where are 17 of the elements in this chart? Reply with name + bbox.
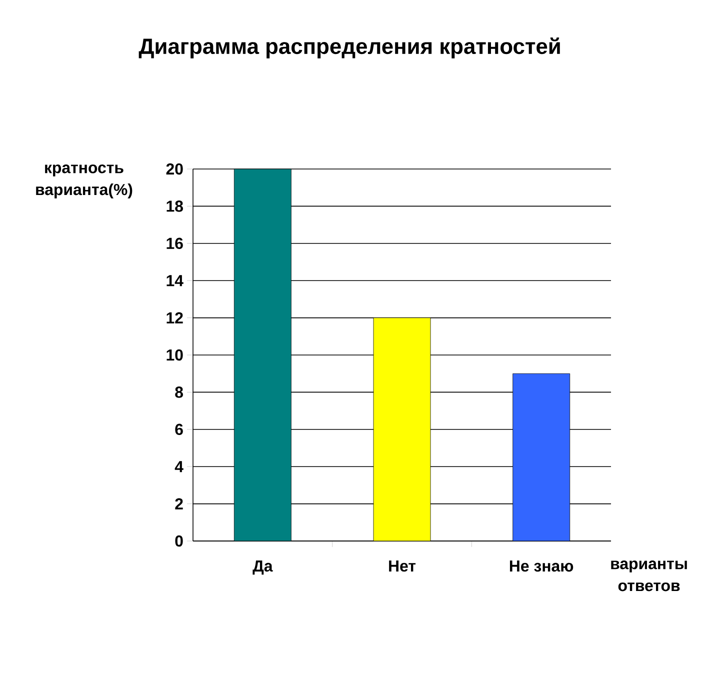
x-tick-label: Не знаю (510, 560, 574, 572)
y-tick-label: 18 (166, 200, 183, 212)
y-tick-label: 12 (166, 312, 183, 324)
y-tick-label: 16 (166, 238, 183, 250)
x-tick-label: Нет (389, 560, 416, 572)
y-tick-label: 10 (166, 349, 183, 361)
y-tick-label: 8 (175, 386, 183, 398)
y-tick-label: 14 (166, 275, 184, 286)
x-axis-title: варианты ответов (611, 560, 687, 592)
y-tick-label: 4 (174, 461, 184, 472)
x-tick-label: Да (252, 560, 273, 575)
chart-title: Диаграмма распределения кратностей (138, 38, 560, 58)
y-tick-label: 20 (166, 163, 183, 175)
y-tick-label: 6 (175, 424, 183, 436)
y-axis-title: кратность варианта(%) (36, 164, 132, 198)
y-tick-label: 0 (175, 535, 183, 547)
y-tick-label: 2 (175, 498, 183, 510)
